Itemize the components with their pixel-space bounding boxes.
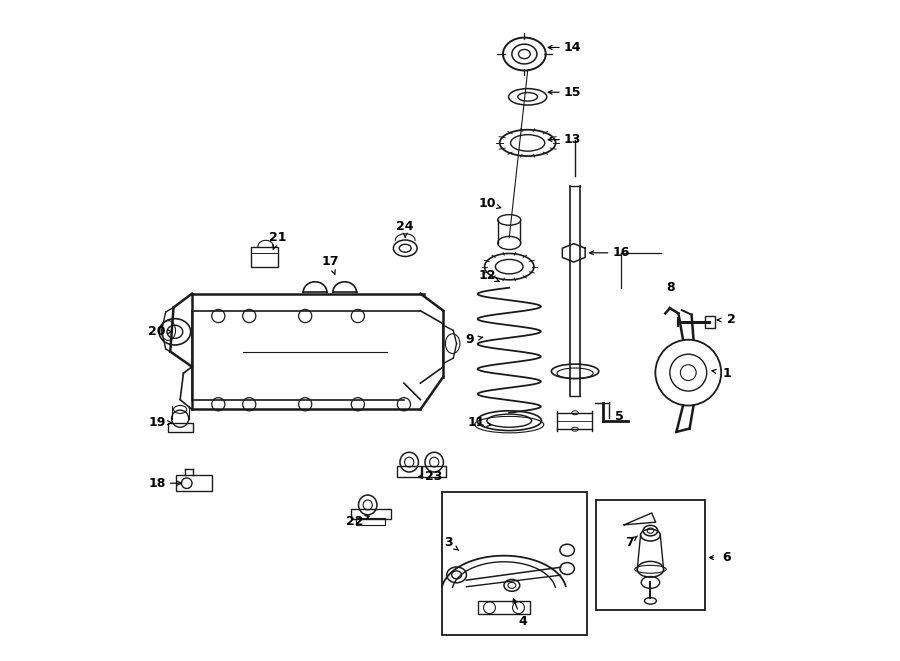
Text: 16: 16 <box>613 247 630 259</box>
Text: 18: 18 <box>148 477 166 490</box>
Bar <box>251 247 277 266</box>
Text: 7: 7 <box>625 536 634 549</box>
Bar <box>596 500 705 610</box>
Text: 5: 5 <box>616 410 625 422</box>
Bar <box>705 316 715 328</box>
Text: 9: 9 <box>465 333 474 346</box>
Text: 6: 6 <box>722 551 731 564</box>
Text: 1: 1 <box>722 367 731 380</box>
Text: 3: 3 <box>444 536 453 549</box>
Bar <box>422 466 446 477</box>
Bar <box>168 422 194 432</box>
Bar <box>478 601 530 614</box>
Text: 11: 11 <box>468 416 485 429</box>
Bar <box>397 466 421 477</box>
Text: 2: 2 <box>727 313 736 327</box>
Text: 4: 4 <box>518 615 526 628</box>
Text: 19: 19 <box>148 416 166 429</box>
Text: 22: 22 <box>346 515 364 528</box>
Text: 15: 15 <box>563 86 581 98</box>
Text: 14: 14 <box>563 41 581 54</box>
Bar <box>442 492 587 635</box>
Text: 24: 24 <box>397 220 414 233</box>
Text: 23: 23 <box>425 470 442 483</box>
Text: 8: 8 <box>666 281 675 294</box>
Text: 10: 10 <box>478 197 496 210</box>
Bar <box>176 475 211 491</box>
Bar <box>351 509 391 520</box>
Text: 20: 20 <box>148 325 166 338</box>
Text: 13: 13 <box>563 133 581 146</box>
Text: 17: 17 <box>321 255 339 268</box>
Bar <box>356 518 385 525</box>
Text: 21: 21 <box>269 231 286 243</box>
Text: 12: 12 <box>478 270 496 282</box>
